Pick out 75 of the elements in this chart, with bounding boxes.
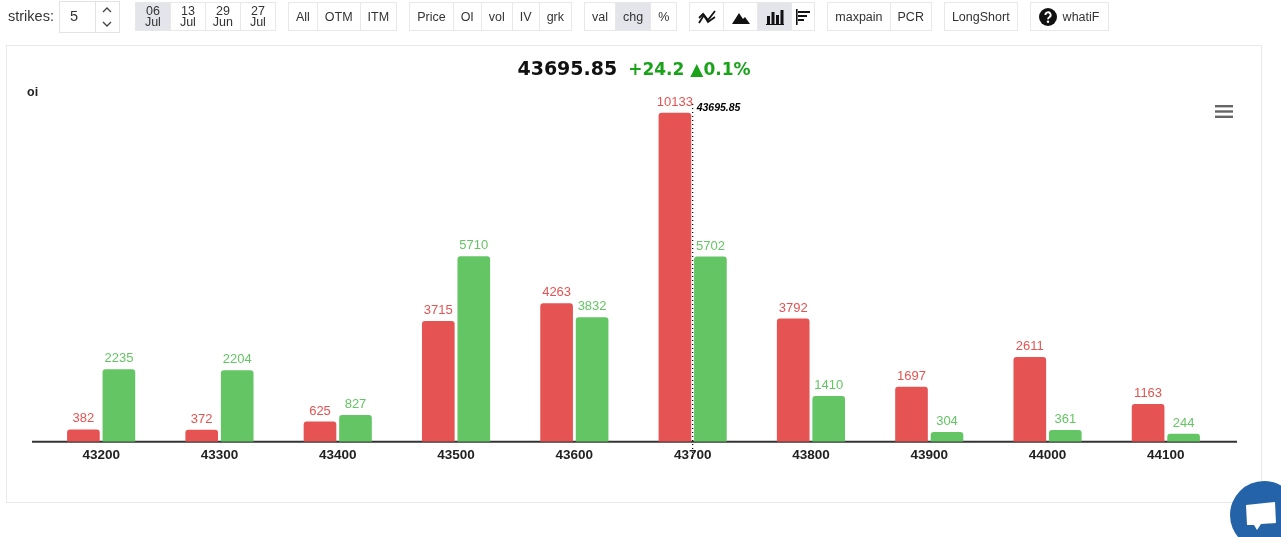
bar [220, 370, 254, 442]
chart-subtitle: +24.2 ▲0.1% [628, 59, 751, 79]
bar [895, 386, 928, 442]
button: maxpain [828, 3, 890, 30]
x-tick-label: 44100 [1147, 446, 1185, 462]
bar [1013, 356, 1047, 442]
bar [575, 317, 609, 442]
button: grk [539, 3, 571, 30]
x-tick-label: 43600 [555, 446, 594, 462]
data-label: 3715 [423, 302, 453, 318]
x-tick-label: 43900 [910, 446, 949, 462]
bar [658, 112, 692, 442]
data-label: 382 [72, 410, 95, 426]
data-label: 5710 [459, 237, 489, 253]
x-tick-label: 43400 [318, 446, 357, 462]
data-label: 244 [1172, 414, 1195, 430]
data-label: 3832 [577, 298, 607, 314]
button: PCR [890, 3, 931, 30]
data-label: 2235 [104, 350, 134, 366]
button: ITM [360, 3, 397, 30]
bar [421, 321, 455, 442]
x-tick-label: 43500 [437, 446, 475, 462]
button: All [288, 3, 317, 30]
bar [1131, 404, 1165, 442]
bar [102, 369, 136, 442]
bar [540, 303, 573, 442]
data-label: 361 [1054, 411, 1077, 427]
button: 27 Jul [240, 3, 275, 30]
button: chg [616, 3, 651, 30]
button: 06 Jul [135, 3, 170, 30]
data-label: 2611 [1015, 338, 1044, 354]
x-tick-label: 43200 [82, 446, 120, 462]
chart-title: 43695.85 [695, 100, 741, 113]
x-tick-label: 44000 [1028, 446, 1067, 462]
y-axis-title: oi [27, 85, 39, 99]
button: val [585, 3, 615, 30]
button: vol [481, 3, 512, 30]
data-label: 1163 [1134, 385, 1163, 401]
data-label: 304 [936, 413, 958, 428]
bar [457, 256, 491, 442]
bar [1048, 430, 1082, 442]
x-tick-label: 43800 [792, 446, 830, 462]
data-label: 2204 [222, 351, 252, 367]
x-tick-label: 43700 [673, 446, 712, 462]
button: OTM [317, 3, 360, 30]
data-label: 827 [344, 396, 367, 412]
data-label: 1410 [814, 377, 844, 393]
data-label: 4263 [542, 284, 572, 300]
data-label: 3792 [778, 299, 808, 315]
bar [776, 318, 810, 442]
bar [67, 429, 100, 442]
bar [694, 256, 727, 442]
x-tick-label: 43300 [200, 446, 239, 462]
number-field: 5 [59, 2, 119, 32]
bar [812, 396, 846, 442]
data-label: 5702 [695, 237, 725, 253]
button: LongShort [944, 3, 1017, 30]
bar [1167, 433, 1200, 442]
button: % [651, 3, 677, 30]
button: OI [453, 3, 481, 30]
text: 43695.85 [517, 57, 618, 79]
bar [185, 429, 219, 442]
bar [930, 431, 964, 442]
data-label: 1697 [897, 367, 926, 383]
bar [339, 414, 372, 442]
data-label: 625 [309, 402, 331, 418]
button: 29 Jun [205, 3, 240, 30]
data-label: 372 [190, 410, 213, 426]
button: Price [410, 3, 453, 30]
button: IV [512, 3, 539, 30]
button: 13 Jul [170, 3, 205, 30]
button: whatiF [1030, 3, 1109, 30]
data-label: 10133 [656, 93, 693, 109]
bar [303, 421, 337, 442]
text: strikes: [8, 8, 54, 24]
